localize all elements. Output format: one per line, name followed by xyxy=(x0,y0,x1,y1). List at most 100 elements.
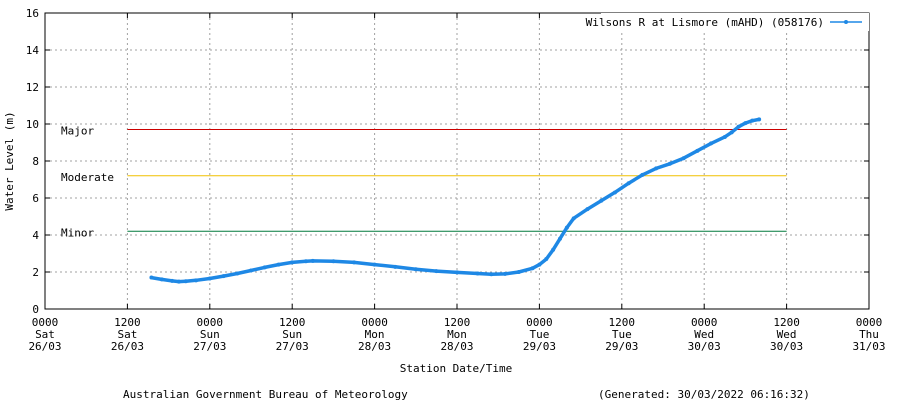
data-point xyxy=(434,269,439,274)
data-point xyxy=(331,259,336,264)
threshold-label-major: Major xyxy=(61,125,94,138)
data-point xyxy=(585,207,590,212)
data-point xyxy=(207,276,212,281)
data-point xyxy=(183,279,188,284)
x-tick-label-line: Wed xyxy=(694,328,714,341)
footer-generated: (Generated: 30/03/2022 06:16:32) xyxy=(598,388,810,401)
x-tick-label-line: 29/03 xyxy=(523,340,556,353)
x-tick-label: 0000 Tue 29/03 xyxy=(523,316,556,353)
data-point xyxy=(530,266,535,271)
x-tick-label-line: 0000 xyxy=(526,316,553,329)
data-point xyxy=(249,268,253,273)
x-tick-label-line: Mon xyxy=(447,328,467,341)
data-point xyxy=(352,260,356,265)
x-tick-label: 0000 Sat 26/03 xyxy=(28,316,61,353)
flood-thresholds: Major Moderate Minor xyxy=(61,125,787,239)
data-point xyxy=(489,272,494,277)
data-point xyxy=(290,260,295,265)
data-point xyxy=(612,190,617,195)
x-tick-label-line: Sun xyxy=(200,328,220,341)
data-point xyxy=(743,121,748,126)
y-tick-label: 14 xyxy=(26,44,40,57)
x-tick-label-line: 27/03 xyxy=(276,340,309,353)
x-tick-label-line: 28/03 xyxy=(440,340,473,353)
data-point xyxy=(262,265,267,270)
y-tick-label: 8 xyxy=(32,155,39,168)
x-tick-label-line: Thu xyxy=(859,328,879,341)
data-point xyxy=(599,198,604,203)
x-tick-label-line: 26/03 xyxy=(28,340,61,353)
x-tick-label-line: 30/03 xyxy=(688,340,721,353)
series-layer xyxy=(149,117,762,284)
data-point xyxy=(757,117,762,122)
y-tick-label: 10 xyxy=(26,118,39,131)
x-tick-label: 1200 Sat 26/03 xyxy=(111,316,144,353)
x-tick-label-line: 1200 xyxy=(773,316,800,329)
footer-source: Australian Government Bureau of Meteorol… xyxy=(123,388,408,401)
y-axis-label: Water Level (m) xyxy=(3,111,16,210)
x-tick-label: 1200 Sun 27/03 xyxy=(276,316,309,353)
data-point xyxy=(235,271,240,276)
data-point xyxy=(667,161,672,166)
data-point xyxy=(276,262,281,267)
data-point xyxy=(303,259,308,264)
grid xyxy=(45,13,869,309)
threshold-label-moderate: Moderate xyxy=(61,171,114,184)
data-point xyxy=(681,156,686,161)
data-point xyxy=(640,172,645,177)
series-line xyxy=(149,117,761,284)
data-point xyxy=(516,270,521,274)
data-point xyxy=(176,279,181,284)
y-tick-label: 6 xyxy=(32,192,39,205)
x-tick-label-line: 0000 xyxy=(32,316,59,329)
x-tick-label-line: 0000 xyxy=(197,316,224,329)
y-tick-label: 16 xyxy=(26,7,39,20)
x-tick-label-line: Sat xyxy=(35,328,55,341)
legend-box xyxy=(601,13,869,31)
legend: Wilsons R at Lismore (mAHD) (058176) xyxy=(586,13,869,31)
y-axis: 0 2 4 6 8 10 12 14 16 xyxy=(26,7,869,316)
data-point xyxy=(310,258,315,263)
x-tick-label-line: Tue xyxy=(612,328,632,341)
x-tick-label: 1200 Tue 29/03 xyxy=(605,316,638,353)
data-point xyxy=(654,166,659,171)
data-point xyxy=(170,278,175,283)
x-tick-label-line: 1200 xyxy=(114,316,141,329)
x-tick-label-line: Wed xyxy=(777,328,797,341)
x-tick-label: 0000 Mon 28/03 xyxy=(358,316,391,353)
x-tick-label-line: 29/03 xyxy=(605,340,638,353)
data-point xyxy=(750,118,755,123)
x-tick-label-line: Sun xyxy=(282,328,302,341)
x-tick-label-line: 27/03 xyxy=(193,340,226,353)
x-tick-label-line: 31/03 xyxy=(852,340,885,353)
data-point xyxy=(544,257,549,262)
x-tick-label-line: Tue xyxy=(529,328,549,341)
data-point xyxy=(551,247,556,252)
data-point xyxy=(393,264,398,269)
x-tick-label-line: 1200 xyxy=(609,316,636,329)
x-tick-label: 0000 Thu 31/03 xyxy=(852,316,885,353)
y-tick-label: 12 xyxy=(26,81,39,94)
x-tick-label-line: 26/03 xyxy=(111,340,144,353)
data-point xyxy=(722,134,727,139)
data-point xyxy=(503,271,508,276)
data-point xyxy=(571,216,576,221)
data-point xyxy=(736,124,741,129)
y-tick-label: 0 xyxy=(32,303,39,316)
data-point xyxy=(709,141,714,146)
x-tick-label-line: 0000 xyxy=(691,316,718,329)
threshold-label-minor: Minor xyxy=(61,226,94,239)
x-tick-label: 0000 Sun 27/03 xyxy=(193,316,226,353)
data-point xyxy=(221,274,226,279)
data-point xyxy=(149,275,154,280)
data-point xyxy=(413,267,418,272)
data-point xyxy=(159,277,164,282)
x-tick-label-line: Sat xyxy=(117,328,137,341)
x-tick-label-line: 1200 xyxy=(279,316,306,329)
data-point xyxy=(626,181,631,186)
x-tick-label: 1200 Mon 28/03 xyxy=(440,316,473,353)
data-point xyxy=(729,130,734,135)
data-point xyxy=(564,225,569,230)
